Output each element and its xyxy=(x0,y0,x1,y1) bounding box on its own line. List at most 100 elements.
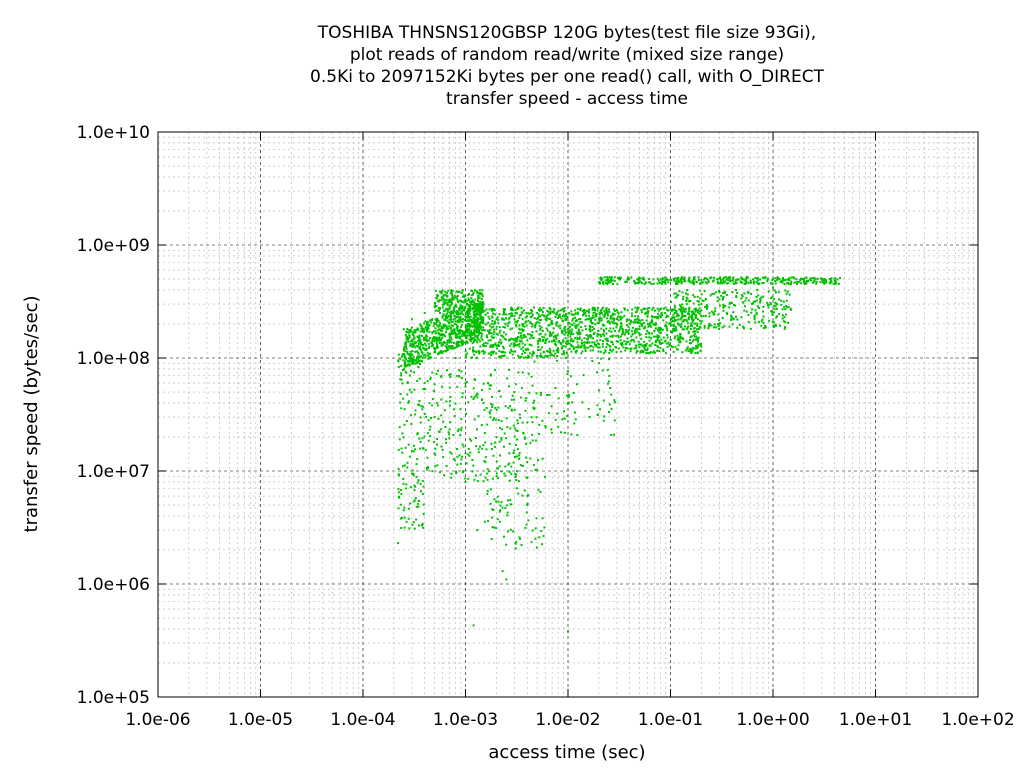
data-point xyxy=(458,330,461,333)
data-point xyxy=(804,276,807,279)
data-point xyxy=(446,339,449,342)
data-point xyxy=(726,313,729,315)
data-point xyxy=(684,307,687,310)
data-point xyxy=(454,402,457,405)
data-point xyxy=(716,300,719,303)
data-point xyxy=(499,342,502,345)
data-point xyxy=(397,448,400,451)
data-point xyxy=(489,345,492,348)
data-point xyxy=(591,317,594,319)
data-point xyxy=(702,315,705,318)
data-point xyxy=(635,344,638,347)
data-point xyxy=(467,334,469,337)
data-point xyxy=(521,312,524,315)
data-point xyxy=(471,289,473,292)
data-point xyxy=(453,322,456,325)
data-point xyxy=(730,302,733,305)
data-point xyxy=(416,335,419,338)
data-point xyxy=(663,281,666,284)
data-point xyxy=(790,276,793,279)
data-point xyxy=(492,308,495,311)
data-point xyxy=(740,281,743,284)
data-point xyxy=(444,290,447,293)
data-point xyxy=(716,296,719,299)
data-point xyxy=(783,283,786,285)
data-point xyxy=(543,526,546,529)
data-point xyxy=(476,317,479,320)
data-point xyxy=(596,309,599,312)
data-point xyxy=(456,463,459,466)
data-point xyxy=(721,326,724,329)
data-point xyxy=(440,327,443,330)
data-point xyxy=(651,315,653,318)
data-point xyxy=(652,350,655,353)
data-point xyxy=(767,290,770,293)
data-point xyxy=(444,293,447,296)
data-point xyxy=(529,343,532,346)
data-point xyxy=(473,305,476,308)
data-point xyxy=(781,281,784,284)
data-point xyxy=(424,353,427,356)
data-point xyxy=(651,321,654,324)
data-point xyxy=(473,396,476,399)
data-point xyxy=(403,346,406,348)
data-point xyxy=(575,346,578,349)
data-point xyxy=(667,315,670,318)
data-point xyxy=(536,317,539,319)
data-point xyxy=(443,294,446,297)
data-point xyxy=(714,326,717,329)
data-point xyxy=(416,327,419,330)
data-point xyxy=(401,432,404,435)
data-point xyxy=(725,282,728,285)
data-point xyxy=(458,369,461,372)
data-point xyxy=(576,313,579,316)
data-point xyxy=(686,322,689,325)
data-point xyxy=(467,477,470,480)
data-point xyxy=(605,346,608,349)
data-point xyxy=(448,433,451,436)
data-point xyxy=(553,311,556,314)
data-point xyxy=(432,344,435,347)
data-point xyxy=(723,305,725,308)
data-point xyxy=(586,318,589,321)
data-point xyxy=(527,320,530,322)
data-point xyxy=(513,318,516,321)
data-point xyxy=(727,279,730,281)
data-point xyxy=(674,296,677,299)
data-point xyxy=(411,472,413,475)
data-point xyxy=(609,315,612,318)
data-point xyxy=(530,309,532,311)
data-point xyxy=(621,316,624,319)
data-point xyxy=(517,422,519,425)
data-point xyxy=(557,425,560,428)
data-point xyxy=(627,318,630,321)
data-point xyxy=(538,315,541,318)
data-point xyxy=(747,321,750,323)
data-point xyxy=(658,309,661,312)
data-point xyxy=(434,447,437,450)
data-point xyxy=(683,276,686,279)
data-point xyxy=(459,304,462,307)
data-point xyxy=(647,310,650,312)
data-point xyxy=(699,343,702,346)
data-point xyxy=(628,323,631,326)
data-point xyxy=(613,279,616,282)
data-point xyxy=(426,340,429,343)
data-point xyxy=(697,311,700,314)
data-point xyxy=(717,313,720,316)
data-point xyxy=(430,356,433,359)
data-point xyxy=(511,307,514,310)
data-point xyxy=(677,318,680,321)
data-point xyxy=(572,333,575,336)
y-tick-label: 1.0e+06 xyxy=(77,575,150,595)
data-point xyxy=(520,340,523,343)
data-point xyxy=(675,295,678,298)
data-point xyxy=(691,320,694,323)
data-point xyxy=(687,300,690,303)
data-point xyxy=(538,307,541,310)
data-point xyxy=(402,482,405,485)
data-point xyxy=(578,318,581,321)
data-point xyxy=(462,332,465,335)
data-point xyxy=(482,320,484,322)
data-point xyxy=(448,345,451,347)
